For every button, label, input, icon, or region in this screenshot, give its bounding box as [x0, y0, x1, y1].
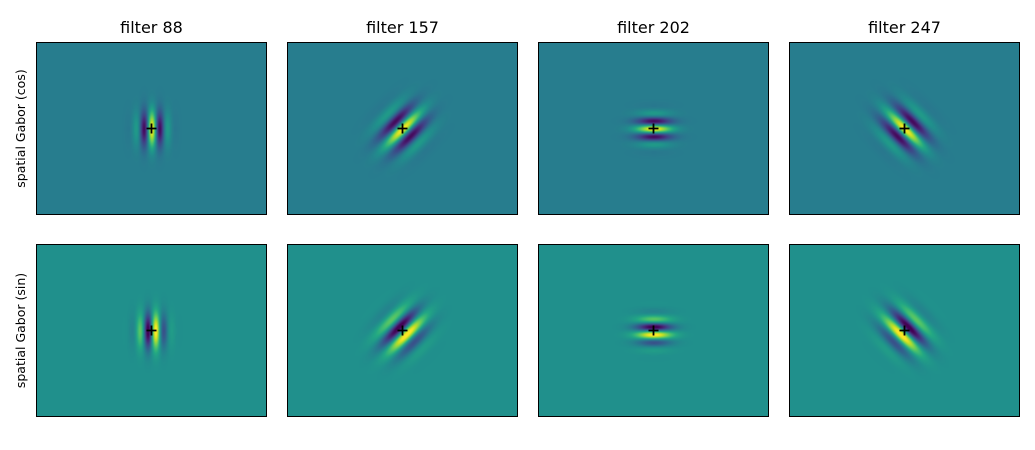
center-marker: [146, 123, 157, 134]
axes-frame: [789, 244, 1020, 417]
center-marker: [648, 123, 659, 134]
axes-frame: [287, 244, 518, 417]
axes-frame: [287, 42, 518, 215]
axes-frame: [36, 244, 267, 417]
axes-frame: [538, 42, 769, 215]
row-label: spatial Gabor (cos): [13, 69, 28, 187]
gabor-panel: [36, 42, 267, 215]
panel-title: filter 202: [617, 18, 690, 37]
panel-title: filter 157: [366, 18, 439, 37]
center-marker: [146, 325, 157, 336]
center-marker: [648, 325, 659, 336]
axes-frame: [789, 42, 1020, 215]
axes-frame: [36, 42, 267, 215]
panel-title: filter 247: [868, 18, 941, 37]
gabor-panel: [538, 42, 769, 215]
row-label: spatial Gabor (sin): [13, 273, 28, 388]
center-marker: [899, 123, 910, 134]
gabor-panel: [287, 244, 518, 417]
gabor-panel: [538, 244, 769, 417]
center-marker: [397, 325, 408, 336]
center-marker: [397, 123, 408, 134]
gabor-panel: [789, 42, 1020, 215]
gabor-panel: [789, 244, 1020, 417]
center-marker: [899, 325, 910, 336]
gabor-panel: [36, 244, 267, 417]
gabor-panel: [287, 42, 518, 215]
axes-frame: [538, 244, 769, 417]
panel-title: filter 88: [120, 18, 183, 37]
